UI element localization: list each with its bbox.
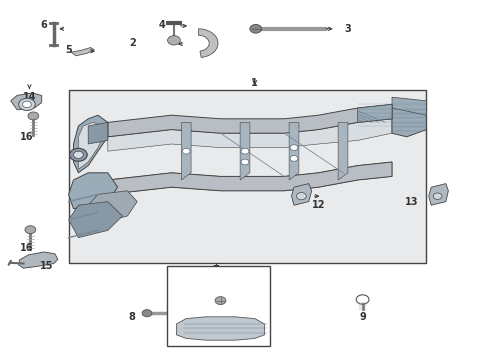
Circle shape (433, 193, 442, 199)
Polygon shape (108, 104, 392, 137)
Text: 1: 1 (251, 78, 258, 88)
Polygon shape (429, 184, 448, 205)
Circle shape (70, 148, 87, 161)
Circle shape (241, 148, 249, 154)
Circle shape (182, 148, 190, 154)
Text: 14: 14 (23, 92, 36, 102)
Text: 7: 7 (212, 265, 219, 275)
Text: 4: 4 (158, 20, 165, 30)
Circle shape (19, 98, 35, 111)
Text: 2: 2 (129, 38, 136, 48)
Circle shape (215, 297, 226, 305)
Text: 3: 3 (344, 24, 351, 34)
Polygon shape (358, 104, 392, 122)
Circle shape (250, 24, 262, 33)
Circle shape (241, 159, 249, 165)
Circle shape (28, 112, 39, 120)
Polygon shape (69, 202, 122, 238)
Text: 5: 5 (65, 45, 72, 55)
Text: 12: 12 (312, 200, 325, 210)
Circle shape (25, 226, 36, 234)
Polygon shape (108, 162, 392, 194)
Polygon shape (392, 97, 426, 115)
Bar (69, 90, 426, 263)
Text: 10: 10 (194, 290, 208, 300)
Circle shape (290, 156, 298, 161)
Polygon shape (289, 122, 299, 180)
Circle shape (296, 193, 306, 200)
Polygon shape (338, 122, 348, 180)
Polygon shape (88, 191, 137, 223)
Polygon shape (19, 252, 58, 268)
Polygon shape (198, 29, 218, 58)
Polygon shape (88, 122, 108, 144)
Polygon shape (74, 115, 108, 173)
Polygon shape (292, 184, 312, 205)
Circle shape (142, 310, 152, 317)
Polygon shape (203, 291, 245, 296)
Text: 9: 9 (359, 312, 366, 322)
Text: 13: 13 (405, 197, 418, 207)
Circle shape (74, 151, 83, 158)
Circle shape (290, 145, 298, 150)
Circle shape (23, 101, 31, 108)
Polygon shape (176, 317, 265, 340)
Text: 16: 16 (20, 243, 34, 253)
Polygon shape (78, 122, 103, 169)
Circle shape (168, 36, 180, 45)
Polygon shape (11, 93, 42, 110)
Text: 8: 8 (129, 312, 136, 322)
Text: 11: 11 (258, 319, 271, 329)
Polygon shape (392, 101, 426, 137)
Bar (167, 266, 270, 346)
Polygon shape (69, 173, 118, 209)
Text: 15: 15 (40, 261, 53, 271)
Polygon shape (108, 119, 392, 151)
Circle shape (243, 317, 255, 325)
Polygon shape (181, 122, 191, 180)
Polygon shape (240, 122, 250, 180)
Text: 16: 16 (20, 132, 34, 142)
Polygon shape (71, 48, 94, 56)
Polygon shape (108, 162, 392, 194)
Text: 6: 6 (41, 20, 48, 30)
